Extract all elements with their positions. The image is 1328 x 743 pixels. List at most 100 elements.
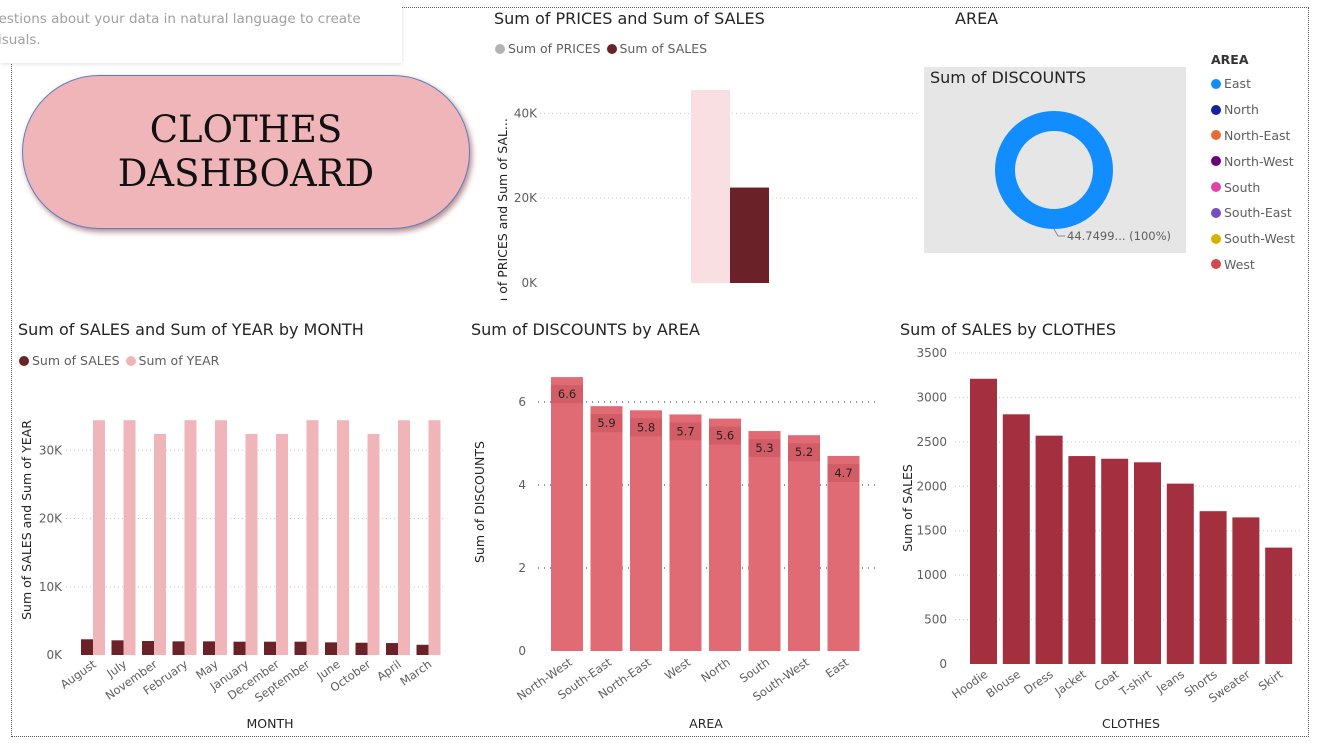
x-tick-label: Jeans xyxy=(1153,667,1187,697)
y-tick-label: 0 xyxy=(518,644,526,658)
area-legend-item-west[interactable]: West xyxy=(1211,252,1295,278)
dashboard-title-shape: CLOTHES DASHBOARD xyxy=(22,75,470,229)
bar-sales-may[interactable] xyxy=(203,641,215,655)
bar-sales-march[interactable] xyxy=(416,644,429,655)
bar-skirt[interactable] xyxy=(1265,547,1293,664)
donut-slice-east[interactable] xyxy=(995,111,1113,229)
bar-sales-october[interactable] xyxy=(355,642,368,655)
bar-year-october[interactable] xyxy=(367,433,380,655)
legend-marker xyxy=(1211,78,1221,89)
bar-year-may[interactable] xyxy=(215,420,227,655)
x-tick-label: T-shirt xyxy=(1116,667,1155,700)
x-tick-label: Hoodie xyxy=(949,667,990,702)
area-legend-label: South-East xyxy=(1224,205,1292,221)
y-tick-label: 3500 xyxy=(916,346,947,360)
y-tick-label: 20K xyxy=(514,191,538,205)
x-tick-label: August xyxy=(58,657,99,692)
area-legend-item-north-east[interactable]: North-East xyxy=(1211,123,1295,149)
area-legend-item-south-west[interactable]: South-West xyxy=(1211,226,1295,252)
bar-north[interactable] xyxy=(709,418,741,651)
legend-marker xyxy=(1211,130,1221,141)
bar-year-january[interactable] xyxy=(245,433,258,655)
bar-north-west[interactable] xyxy=(551,377,583,651)
bar-year-april[interactable] xyxy=(398,420,410,655)
area-legend-label: North-East xyxy=(1224,127,1291,143)
bar-dress[interactable] xyxy=(1035,435,1063,664)
bar-sales-january[interactable] xyxy=(233,641,246,655)
bar-sales-june[interactable] xyxy=(325,642,337,655)
data-label: 5.9 xyxy=(597,416,615,430)
bar-sales-july[interactable] xyxy=(111,640,124,655)
bar-sales-august[interactable] xyxy=(81,639,93,655)
bar-jeans[interactable] xyxy=(1166,483,1194,664)
sales-clothes-x-axis-label: CLOTHES xyxy=(1102,716,1160,731)
bar-shorts[interactable] xyxy=(1199,511,1227,664)
data-label-bg xyxy=(551,385,583,404)
bar-south-west[interactable] xyxy=(788,435,820,651)
prices-sales-chart[interactable]: Sum of PRICES and Sum of SAL... 0K 20K 40K xyxy=(490,60,920,300)
y-tick-label: 6 xyxy=(518,395,526,409)
bar-north-east[interactable] xyxy=(630,410,662,651)
discounts-x-axis-label: AREA xyxy=(689,716,723,731)
area-legend-item-east[interactable]: East xyxy=(1211,71,1295,97)
bar-prices[interactable] xyxy=(691,90,730,283)
discounts-y-axis-label: Sum of DISCOUNTS xyxy=(472,441,487,563)
legend-marker xyxy=(1211,259,1221,270)
bar-south[interactable] xyxy=(748,431,781,651)
y-tick-label: 3000 xyxy=(916,390,947,404)
area-legend-item-north-west[interactable]: North-West xyxy=(1211,148,1295,174)
bar-year-march[interactable] xyxy=(428,420,441,655)
bar-sales-september[interactable] xyxy=(294,641,307,655)
bar-west[interactable] xyxy=(669,414,702,651)
y-tick-label: 30K xyxy=(39,443,63,457)
legend-label-year: Sum of YEAR xyxy=(138,353,220,368)
bar-sweater[interactable] xyxy=(1232,517,1260,664)
dashboard-title-line2: DASHBOARD xyxy=(117,152,375,195)
bar-year-august[interactable] xyxy=(93,420,105,655)
bar-year-june[interactable] xyxy=(337,420,349,655)
bar-coat[interactable] xyxy=(1101,458,1129,664)
data-label: 5.2 xyxy=(795,445,813,459)
sales-year-chart[interactable]: Sum of SALES and Sum of YEAR MONTH 0K 10K… xyxy=(14,372,454,738)
qa-visual[interactable]: uestions about your data in natural lang… xyxy=(0,0,402,63)
area-legend-item-south[interactable]: South xyxy=(1211,174,1295,200)
area-legend-item-south-east[interactable]: South-East xyxy=(1211,200,1295,226)
sales-clothes-chart[interactable]: Sum of SALES CLOTHES 0 500 1000 1500 2000 250… xyxy=(895,340,1305,738)
bar-year-july[interactable] xyxy=(123,420,136,655)
dashboard-title-line1: CLOTHES xyxy=(149,108,343,151)
bar-hoodie[interactable] xyxy=(970,378,997,664)
qa-hint-line1: uestions about your data in natural lang… xyxy=(0,11,361,27)
bar-east[interactable] xyxy=(827,455,860,651)
prices-sales-title: Sum of PRICES and Sum of SALES xyxy=(494,9,765,28)
bar-year-december[interactable] xyxy=(276,433,288,655)
bar-sales[interactable] xyxy=(730,187,769,283)
bar-sales-february[interactable] xyxy=(172,641,185,655)
y-tick-label: 2500 xyxy=(916,435,947,449)
bar-blouse[interactable] xyxy=(1002,414,1030,664)
bar-sales-december[interactable] xyxy=(264,641,276,655)
bar-sales-november[interactable] xyxy=(142,641,154,655)
y-tick-label: 40K xyxy=(514,106,538,120)
x-tick-label: Jacket xyxy=(1051,667,1089,699)
bar-year-september[interactable] xyxy=(306,420,319,655)
x-tick-label: Skirt xyxy=(1256,667,1286,694)
discounts-donut-visual[interactable]: Sum of DISCOUNTS 44.7499... (100%) xyxy=(924,67,1186,253)
sales-year-legend[interactable]: Sum of SALES Sum of YEAR xyxy=(19,353,225,368)
legend-marker xyxy=(1211,233,1221,244)
bar-year-february[interactable] xyxy=(184,420,197,655)
discounts-area-chart[interactable]: Sum of DISCOUNTS AREA 0246North-WestSout… xyxy=(466,345,886,738)
bar-year-november[interactable] xyxy=(154,433,166,655)
legend-marker xyxy=(19,355,29,366)
bar-jacket[interactable] xyxy=(1068,456,1096,664)
legend-marker xyxy=(125,355,136,366)
y-tick-label: 2 xyxy=(518,561,526,575)
area-legend-item-north[interactable]: North xyxy=(1211,97,1295,123)
area-legend[interactable]: AREA East North North-East North-West South S… xyxy=(1211,52,1295,277)
data-label-bg xyxy=(590,414,623,433)
prices-sales-legend[interactable]: Sum of PRICES Sum of SALES xyxy=(495,41,713,56)
bar-south-east[interactable] xyxy=(590,406,623,651)
legend-label-prices: Sum of PRICES xyxy=(508,41,601,56)
bar-t-shirt[interactable] xyxy=(1134,462,1161,664)
y-tick-label: 20K xyxy=(39,512,63,526)
bar-sales-april[interactable] xyxy=(386,643,398,655)
